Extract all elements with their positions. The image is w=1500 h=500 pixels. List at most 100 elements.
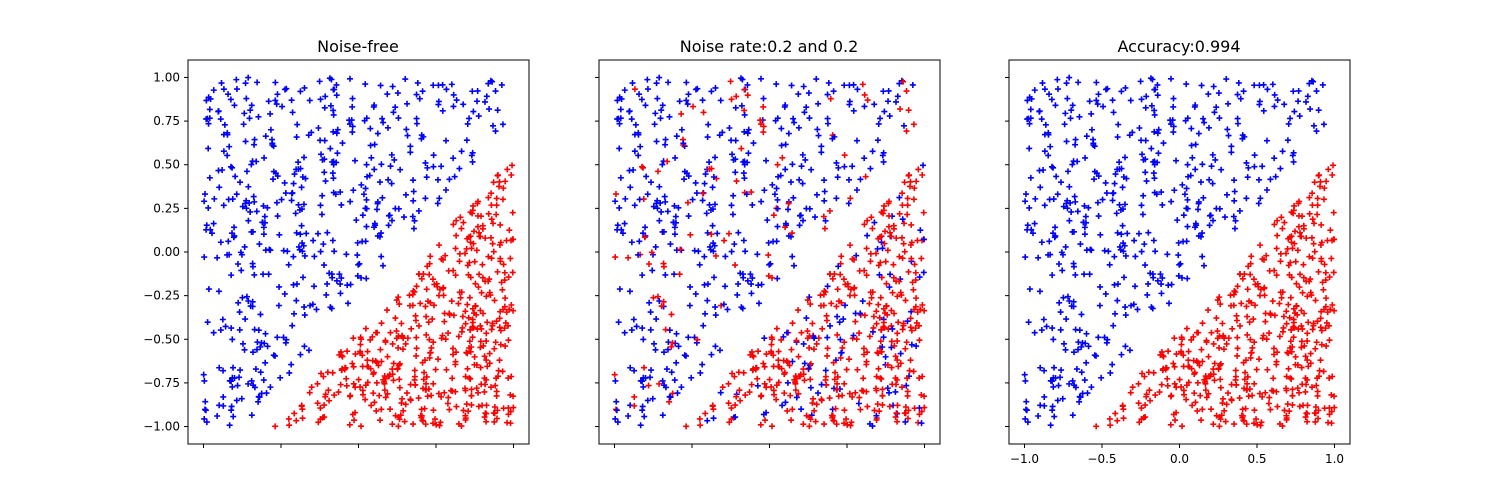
point-blue-class — [778, 142, 785, 149]
point-red-class — [1246, 319, 1253, 326]
x-tick-label: −0.5 — [1087, 452, 1116, 466]
point-blue-class — [656, 74, 663, 81]
point-blue-class — [1078, 311, 1085, 318]
point-blue-class — [672, 213, 679, 220]
point-blue-class — [837, 336, 844, 343]
point-blue-class — [315, 124, 322, 131]
point-blue-class — [869, 423, 876, 430]
point-blue-class — [1109, 197, 1116, 204]
point-red-class — [861, 312, 868, 319]
point-red-class — [861, 91, 868, 98]
point-red-class — [359, 363, 366, 370]
point-blue-class — [257, 311, 264, 318]
point-blue-class — [1165, 282, 1172, 289]
point-blue-class — [251, 271, 258, 278]
point-blue-class — [1046, 238, 1053, 245]
point-blue-class — [333, 92, 340, 99]
point-blue-class — [639, 407, 646, 414]
point-red-class — [407, 397, 414, 404]
point-blue-class — [1086, 98, 1093, 105]
point-red-class — [886, 229, 893, 236]
point-red-class — [878, 233, 885, 240]
point-blue-class — [617, 106, 624, 113]
point-red-class — [817, 292, 824, 299]
point-red-class — [903, 88, 910, 95]
point-red-class — [1145, 369, 1152, 376]
point-blue-class — [317, 202, 324, 209]
point-blue-class — [430, 163, 437, 170]
point-red-class — [760, 360, 767, 367]
point-blue-class — [741, 161, 748, 168]
point-blue-class — [647, 326, 654, 333]
point-red-class — [893, 381, 900, 388]
point-red-class — [488, 190, 495, 197]
point-blue-class — [403, 126, 410, 133]
point-blue-class — [241, 110, 248, 117]
point-blue-class — [245, 217, 252, 224]
point-red-class — [502, 343, 509, 350]
point-blue-class — [1121, 201, 1128, 208]
point-red-class — [1273, 272, 1280, 279]
point-red-class — [841, 339, 848, 346]
point-blue-class — [220, 131, 227, 138]
point-red-class — [880, 207, 887, 214]
point-red-class — [843, 366, 850, 373]
point-red-class — [1328, 408, 1335, 415]
point-blue-class — [802, 156, 809, 163]
point-red-class — [789, 320, 796, 327]
point-blue-class — [1120, 173, 1127, 180]
point-red-class — [1217, 376, 1224, 383]
point-blue-class — [1241, 133, 1248, 140]
point-red-class — [783, 358, 790, 365]
point-red-class — [826, 395, 833, 402]
point-blue-class — [450, 91, 457, 98]
point-blue-class — [798, 406, 805, 413]
point-blue-class — [1166, 300, 1173, 307]
point-red-class — [1180, 363, 1187, 370]
point-red-class — [908, 255, 915, 262]
point-blue-class — [1210, 83, 1217, 90]
point-blue-class — [255, 113, 262, 120]
point-red-class — [458, 423, 465, 430]
point-red-class — [896, 210, 903, 217]
point-red-class — [801, 377, 808, 384]
point-blue-class — [291, 310, 298, 317]
point-red-class — [768, 341, 775, 348]
point-blue-class — [854, 86, 861, 93]
point-red-class — [897, 360, 904, 367]
point-red-class — [641, 364, 648, 371]
point-blue-class — [702, 171, 709, 178]
point-blue-class — [442, 187, 449, 194]
point-red-class — [1326, 274, 1333, 281]
point-red-class — [821, 288, 828, 295]
point-blue-class — [775, 173, 782, 180]
point-red-class — [1322, 325, 1329, 332]
point-blue-class — [1191, 103, 1198, 110]
point-blue-class — [280, 247, 287, 254]
point-red-class — [1326, 375, 1333, 382]
point-blue-class — [741, 128, 748, 135]
point-blue-class — [1281, 101, 1288, 108]
point-blue-class — [460, 101, 467, 108]
point-red-class — [881, 240, 888, 247]
point-blue-class — [438, 163, 445, 170]
point-blue-class — [1022, 415, 1029, 422]
point-red-class — [1290, 319, 1297, 326]
point-blue-class — [360, 191, 367, 198]
point-blue-class — [330, 161, 337, 168]
point-blue-class — [327, 102, 334, 109]
point-red-class — [859, 81, 866, 88]
point-red-class — [467, 233, 474, 240]
point-blue-class — [1234, 115, 1241, 122]
point-blue-class — [621, 87, 628, 94]
point-blue-class — [1035, 413, 1042, 419]
point-red-class — [1225, 390, 1231, 397]
point-red-class — [475, 403, 482, 410]
point-blue-class — [1210, 217, 1217, 224]
point-blue-class — [1022, 254, 1029, 261]
point-blue-class — [249, 260, 256, 267]
point-blue-class — [1042, 121, 1049, 128]
point-red-class — [1281, 407, 1288, 414]
point-red-class — [797, 371, 804, 378]
point-red-class — [612, 191, 619, 198]
